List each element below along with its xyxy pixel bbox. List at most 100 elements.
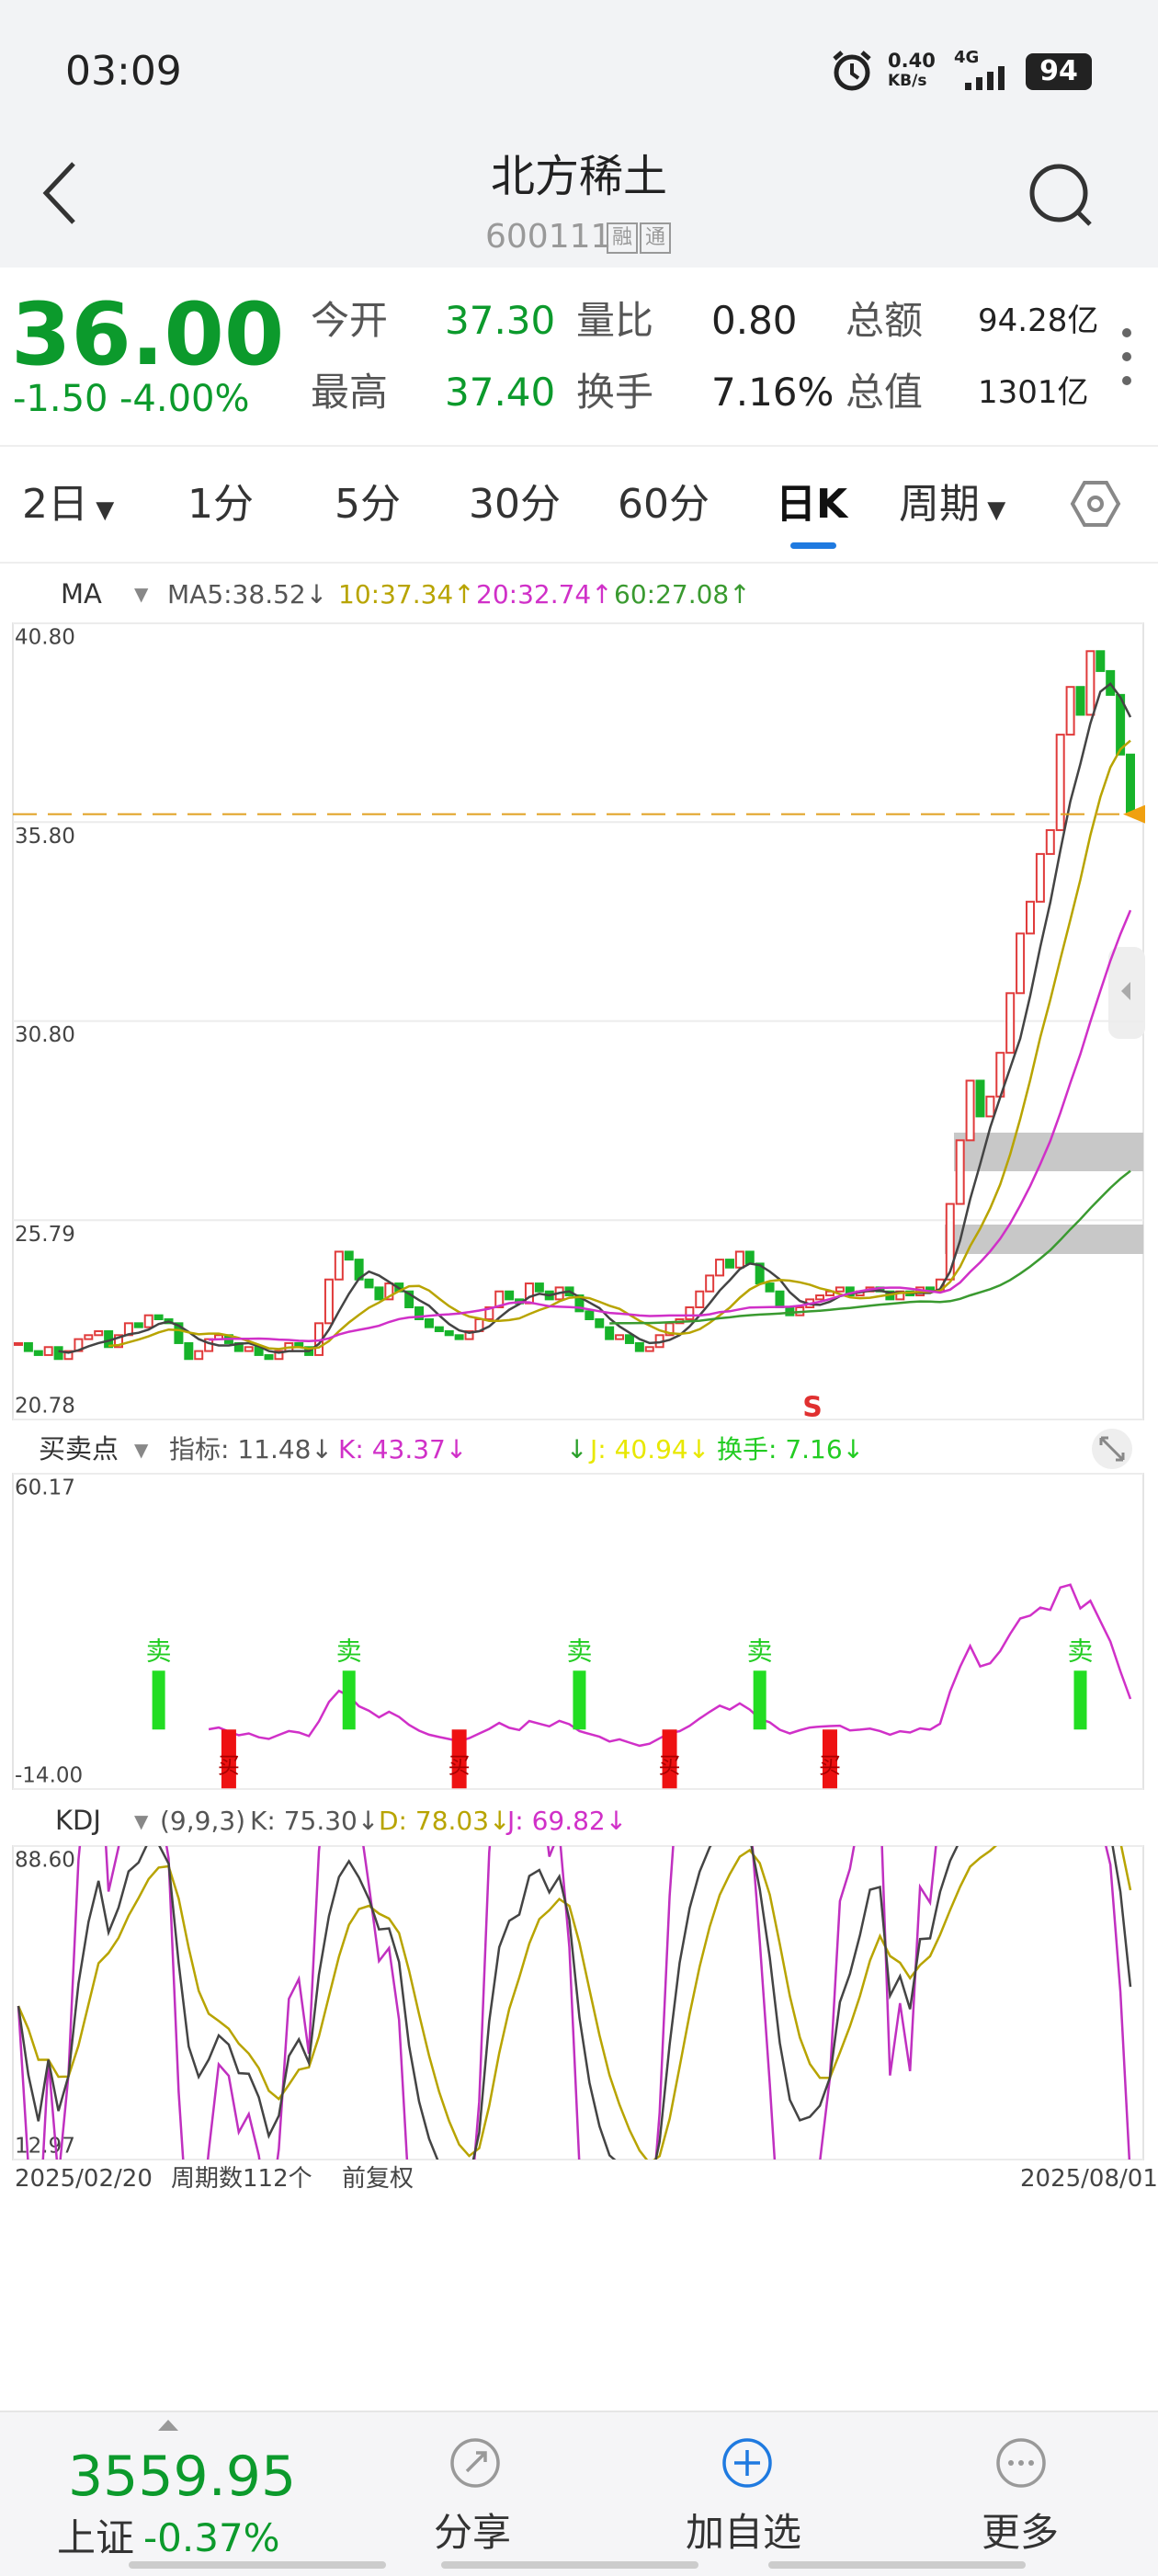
candle [364, 1278, 374, 1289]
candle [815, 1294, 825, 1301]
candle [534, 1282, 544, 1293]
candle [845, 1286, 855, 1297]
more-icon[interactable] [994, 2436, 1048, 2490]
change-pct: -4.00% [119, 378, 250, 420]
y-tick-label: 20.78 [15, 1395, 75, 1419]
top-bar [0, 0, 1158, 268]
tab[interactable]: 60分 [618, 481, 710, 528]
candle [524, 1282, 534, 1305]
sell-label: 卖 [336, 1636, 362, 1666]
candle [1065, 686, 1075, 736]
candle [634, 1341, 644, 1352]
candle [14, 1341, 23, 1346]
candle [705, 1274, 715, 1293]
stat-label: 换手 [576, 370, 654, 415]
expand-icon [1099, 1436, 1125, 1462]
dropdown[interactable]: ▼ [134, 1439, 149, 1461]
adjust: 前复权 [342, 2165, 414, 2193]
sell-bar [1073, 1670, 1087, 1730]
candle [1075, 686, 1085, 716]
candle [324, 1278, 334, 1325]
dropdown[interactable]: ▼ [134, 1810, 149, 1832]
signal-frame [12, 1473, 1144, 1790]
tab-active[interactable]: 日K [776, 481, 848, 528]
nav-indicator [768, 2561, 1026, 2569]
period-count: 周期数112个 [171, 2165, 312, 2193]
tab[interactable]: 周期 ▼ [899, 481, 1006, 528]
sell-label: 卖 [747, 1636, 773, 1666]
kdj-j [17, 1846, 1131, 2160]
y-tick-label: 25.79 [15, 1223, 75, 1247]
index-value[interactable]: 3559.95 [68, 2445, 297, 2509]
candle [615, 1334, 625, 1340]
candles [14, 650, 1135, 1361]
candle [133, 1322, 143, 1328]
buy-bar [662, 1729, 677, 1789]
sell-label: 卖 [146, 1636, 172, 1666]
candle [414, 1306, 425, 1320]
candle [384, 1282, 394, 1301]
indicator-turnover: 换手: 7.16↓ [717, 1434, 865, 1465]
settings-icon[interactable] [1070, 478, 1121, 530]
y-tick-label: 60.17 [15, 1476, 75, 1500]
candle [765, 1282, 775, 1293]
share-icon[interactable] [448, 2436, 502, 2490]
ma-line [609, 1169, 1131, 1325]
candle [1096, 650, 1106, 672]
buy-bar [822, 1729, 837, 1789]
candle [605, 1326, 615, 1340]
buy-bar [451, 1729, 467, 1789]
candle [624, 1334, 634, 1344]
candle [945, 1203, 955, 1281]
candle [444, 1329, 454, 1337]
sell-bar [753, 1670, 766, 1730]
candle [374, 1286, 384, 1301]
tab[interactable]: 30分 [469, 481, 561, 528]
action-label[interactable]: 更多 [982, 2510, 1060, 2555]
nav-indicator [129, 2561, 386, 2569]
index-name: 上证 [57, 2515, 135, 2560]
add-icon[interactable] [721, 2436, 774, 2490]
price: 36.00 [11, 285, 285, 385]
dropdown[interactable]: ▼ [134, 583, 149, 605]
stat-value: 0.80 [711, 298, 798, 343]
y-tick-label: 88.60 [15, 1849, 75, 1873]
kdj-k [17, 1846, 1132, 2160]
candle [484, 1306, 494, 1320]
legend-title: MA [61, 578, 102, 610]
divider [0, 562, 1158, 564]
candle [344, 1250, 354, 1261]
charts: 40.80 35.80 30.80 25.79 20.78 S 60.17 -14.00 卖 卖 卖… [12, 622, 1145, 2160]
stat-value: 1301亿 [978, 374, 1089, 411]
candle [33, 1350, 43, 1356]
tab[interactable]: 2日 ▼ [22, 481, 115, 528]
tab-label: 2日 [22, 481, 88, 528]
legend-ma20: 20:32.74↑ [476, 579, 613, 610]
menu-dots[interactable] [1116, 324, 1138, 390]
candle [94, 1329, 104, 1337]
candle [334, 1250, 344, 1281]
candle [114, 1334, 124, 1349]
candle [965, 1079, 975, 1142]
candle [434, 1326, 444, 1332]
ma-line [58, 682, 1132, 1354]
buy-label: 买 [218, 1752, 240, 1778]
change: -1.50 [13, 378, 108, 420]
kdj-j: J: 69.82↓ [507, 1806, 628, 1836]
y-tick-label: 30.80 [15, 1023, 75, 1047]
indicator-k: K: 43.37↓ [338, 1434, 468, 1465]
tab[interactable]: 1分 [187, 481, 254, 528]
legend-ma5: MA5:38.52↓ [167, 579, 328, 610]
stat-label: 今开 [311, 298, 389, 343]
candle [404, 1290, 414, 1309]
candle [775, 1290, 785, 1309]
back-button[interactable] [37, 156, 83, 230]
tab-indicator [790, 542, 836, 549]
search-button[interactable] [1024, 158, 1097, 232]
buy-label: 买 [819, 1752, 841, 1778]
badge: 通 [640, 222, 671, 254]
action-label[interactable]: 分享 [434, 2510, 512, 2555]
action-label[interactable]: 加自选 [686, 2510, 802, 2555]
end-date: 2025/08/01 [1020, 2165, 1158, 2193]
tab[interactable]: 5分 [335, 481, 401, 528]
